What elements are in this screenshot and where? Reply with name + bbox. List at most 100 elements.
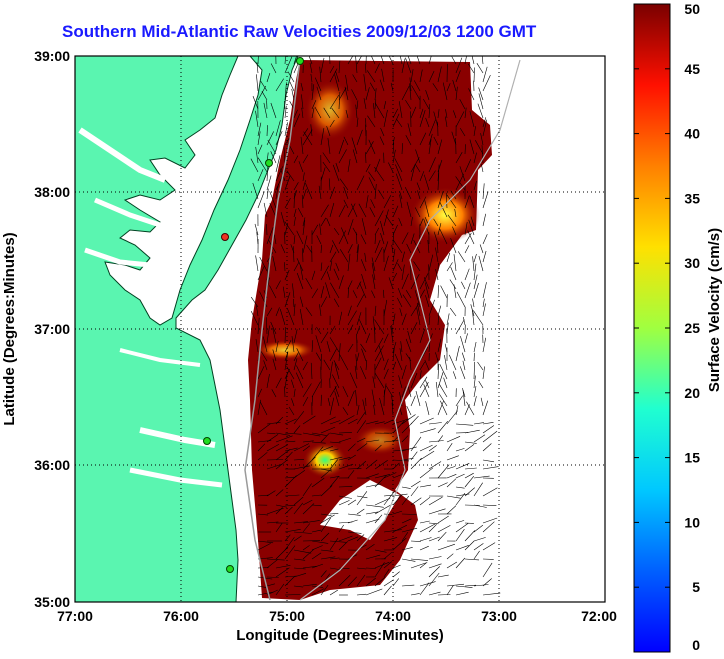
velocity-vector (383, 491, 395, 506)
velocity-vector (455, 448, 465, 452)
velocity-vector (374, 234, 376, 245)
velocity-vector (320, 296, 328, 308)
velocity-vector (464, 429, 480, 434)
land-mass (75, 56, 299, 602)
velocity-vector (428, 496, 443, 506)
velocity-vector (401, 313, 407, 326)
velocity-vector (287, 308, 295, 326)
velocity-vector (256, 62, 259, 74)
velocity-vector (291, 88, 295, 101)
velocity-vector (473, 282, 479, 299)
velocity-vector (449, 279, 457, 290)
velocity-vector (293, 358, 298, 371)
velocity-vector (356, 294, 365, 308)
colorbar-tick-label: 25 (684, 320, 700, 336)
velocity-vector (329, 68, 338, 83)
velocity-vector (315, 352, 322, 362)
velocity-vector (262, 336, 268, 353)
velocity-vector (257, 557, 273, 560)
velocity-vector (315, 335, 322, 353)
velocity-vector (314, 106, 322, 119)
velocity-vector (466, 401, 475, 416)
velocity-vector (289, 81, 295, 92)
velocity-vector (284, 537, 295, 551)
velocity-vector (482, 592, 501, 596)
velocity-vector (266, 73, 271, 83)
velocity-vector (266, 373, 270, 389)
velocity-vector (300, 136, 304, 155)
colorbar-tick-label: 30 (684, 255, 700, 271)
velocity-vector (257, 452, 268, 461)
velocity-vector (311, 504, 322, 507)
velocity-vector (329, 432, 344, 436)
velocity-vector (356, 443, 368, 452)
velocity-vector (329, 348, 337, 362)
velocity-vector (284, 447, 298, 452)
velocity-vector (252, 95, 259, 110)
velocity-vector (266, 175, 272, 191)
velocity-vector (401, 584, 415, 587)
velocity-vector (355, 389, 358, 407)
velocity-vector (373, 404, 376, 416)
velocity-vector (326, 217, 331, 227)
velocity-vector (402, 294, 412, 308)
velocity-vector (293, 303, 296, 317)
velocity-vector (455, 152, 463, 164)
velocity-vector (347, 310, 357, 326)
velocity-vector (329, 202, 335, 218)
velocity-vector (446, 436, 461, 443)
velocity-vector (266, 262, 269, 281)
velocity-vector (383, 101, 387, 110)
velocity-vector (347, 287, 349, 299)
velocity-vector (329, 119, 335, 128)
colorbar (633, 3, 671, 653)
velocity-vector (329, 260, 333, 272)
velocity-vector (329, 337, 340, 353)
grid-lines (75, 56, 605, 602)
velocity-vector (444, 343, 448, 353)
velocity-vector (419, 289, 425, 299)
velocity-vector (266, 521, 279, 524)
velocity-vector (356, 491, 368, 506)
velocity-vector (398, 375, 403, 389)
velocity-vector (329, 94, 340, 110)
velocity-vector (284, 451, 293, 461)
velocity-vector (463, 316, 466, 326)
velocity-vector (394, 158, 403, 173)
velocity-vector (311, 563, 324, 569)
velocity-vector (338, 495, 352, 499)
velocity-vector (302, 503, 315, 515)
velocity-vector (320, 167, 326, 182)
velocity-vector (316, 326, 322, 335)
velocity-vector (302, 415, 316, 425)
velocity-vector (461, 352, 466, 362)
velocity-vector (319, 304, 322, 317)
velocity-vector (275, 583, 285, 596)
velocity-vector (383, 358, 389, 371)
velocity-vector (335, 262, 340, 272)
velocity-vector (482, 234, 488, 245)
velocity-vector (329, 476, 340, 479)
velocity-vector (292, 246, 295, 263)
velocity-vector (360, 234, 367, 245)
velocity-vector (481, 163, 484, 173)
velocity-vector (284, 56, 293, 74)
velocity-vector (369, 207, 376, 218)
x-tick: 72:00 (581, 608, 617, 624)
velocity-vector (302, 549, 315, 560)
velocity-vector (437, 435, 444, 443)
velocity-vector (414, 207, 421, 218)
velocity-vector (275, 459, 288, 470)
velocity-vector (473, 152, 477, 164)
velocity-vector (293, 261, 300, 272)
velocity-vector (343, 136, 349, 146)
velocity-vector (383, 299, 388, 317)
velocity-vector (293, 531, 312, 534)
velocity-vector (355, 232, 358, 245)
velocity-vector (296, 258, 304, 272)
velocity-vector (300, 82, 304, 92)
velocity-vector (428, 556, 442, 560)
velocity-vector (410, 436, 422, 452)
velocity-vector (293, 425, 301, 434)
velocity-vector (364, 252, 367, 263)
